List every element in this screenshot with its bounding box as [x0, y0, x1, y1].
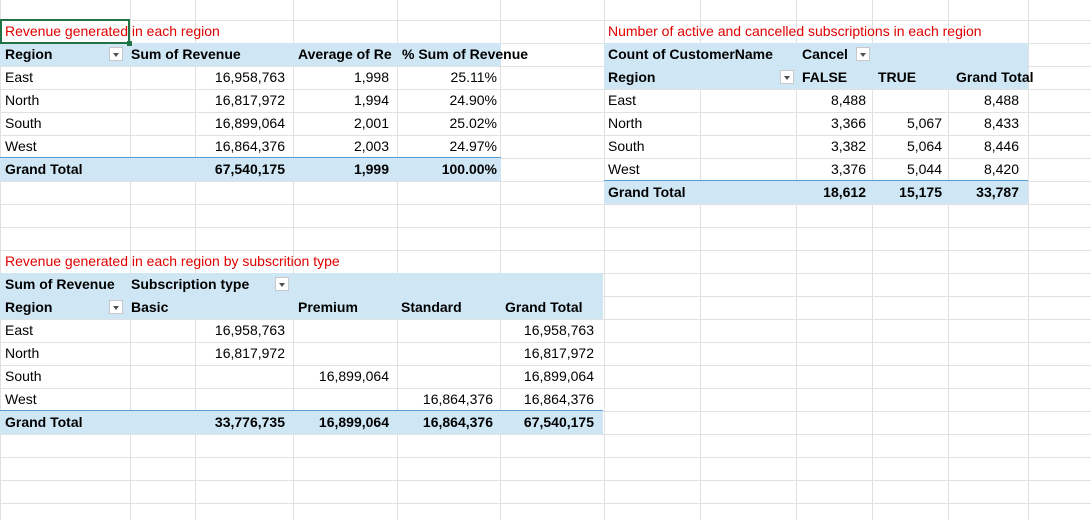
pivot3-header-region[interactable]: Region	[5, 299, 53, 315]
chevron-down-icon[interactable]	[109, 47, 123, 61]
pivot2-row-label[interactable]: South	[608, 138, 645, 154]
pivot2-cell[interactable]: 5,067	[906, 115, 942, 131]
pivot3-grand-total-label[interactable]: Grand Total	[5, 414, 83, 430]
active-cell-selection	[0, 19, 130, 44]
pivot3-cell[interactable]: 16,817,972	[523, 345, 594, 361]
pivot2-title[interactable]: Number of active and cancelled subscript…	[608, 23, 982, 39]
pivot2-cell[interactable]	[866, 89, 942, 112]
pivot1-grand-total-label[interactable]: Grand Total	[5, 161, 83, 177]
pivot1-cell[interactable]: 25.11%	[450, 69, 497, 85]
pivot1-cell[interactable]: 16,864,376	[214, 138, 285, 154]
pivot1-cell[interactable]: 24.97%	[449, 138, 497, 154]
pivot2-row-label[interactable]: West	[608, 161, 640, 177]
pivot2-grand-total-cell[interactable]: 18,612	[823, 184, 866, 200]
pivot3-row-label[interactable]: South	[5, 368, 42, 384]
pivot1-cell[interactable]: 16,899,064	[214, 115, 285, 131]
pivot3-total-band	[0, 410, 603, 434]
pivot2-cell[interactable]: 5,044	[906, 161, 942, 177]
pivot3-cell[interactable]: 16,817,972	[214, 345, 285, 361]
pivot2-cell[interactable]: 3,382	[830, 138, 866, 154]
pivot1-header-band	[0, 43, 501, 66]
pivot2-value-label[interactable]: Count of CustomerName	[608, 46, 773, 62]
pivot2-column-field[interactable]: Cancel	[802, 46, 848, 62]
pivot3-cell[interactable]: 16,864,376	[523, 391, 594, 407]
pivot3-cell[interactable]: 16,864,376	[422, 391, 493, 407]
pivot3-grand-total-cell[interactable]: 67,540,175	[523, 414, 594, 430]
pivot1-header-percent[interactable]: % Sum of Revenue	[402, 46, 529, 62]
pivot1-grand-total-cell[interactable]: 67,540,175	[214, 161, 285, 177]
pivot3-value-label[interactable]: Sum of Revenue	[5, 276, 115, 292]
pivot1-header-region[interactable]: Region	[5, 46, 53, 62]
pivot3-column-field[interactable]: Subscription type	[131, 276, 250, 292]
pivot1-row-label[interactable]: West	[5, 138, 37, 154]
pivot2-cell[interactable]: 8,420	[983, 161, 1019, 177]
pivot1-cell[interactable]: 2,001	[353, 115, 389, 131]
pivot1-title[interactable]: Revenue generated in each region	[5, 23, 220, 39]
pivot3-grand-total-cell[interactable]: 16,864,376	[422, 414, 493, 430]
chevron-down-icon[interactable]	[856, 47, 870, 61]
pivot2-row-label[interactable]: North	[608, 115, 643, 131]
pivot1-grand-total-cell[interactable]: 1,999	[353, 161, 389, 177]
pivot1-grand-total-cell[interactable]: 100.00%	[441, 161, 497, 177]
pivot2-grand-total-cell[interactable]: 33,787	[976, 184, 1019, 200]
pivot3-row-label[interactable]: East	[5, 322, 34, 338]
pivot2-header-region[interactable]: Region	[608, 69, 656, 85]
pivot3-cell[interactable]	[397, 319, 493, 342]
pivot2-cell[interactable]: 8,433	[983, 115, 1019, 131]
pivot1-row-label[interactable]: South	[5, 115, 42, 131]
pivot3-cell[interactable]	[397, 342, 493, 365]
pivot3-header-band	[0, 273, 603, 319]
pivot2-total-band	[604, 180, 1028, 204]
pivot1-cell[interactable]: 24.90%	[449, 92, 497, 108]
pivot3-cell[interactable]	[397, 365, 493, 388]
pivot1-cell[interactable]: 2,003	[353, 138, 389, 154]
pivot1-header-average[interactable]: Average of Re	[298, 46, 392, 62]
pivot1-cell[interactable]: 16,958,763	[214, 69, 285, 85]
pivot1-total-band	[0, 157, 501, 181]
pivot2-header-false[interactable]: FALSE	[802, 69, 848, 85]
chevron-down-icon[interactable]	[109, 300, 123, 314]
chevron-down-icon[interactable]	[780, 70, 794, 84]
pivot1-cell[interactable]: 25.02%	[449, 115, 497, 131]
pivot3-cell[interactable]	[293, 388, 389, 411]
pivot3-header-standard[interactable]: Standard	[401, 299, 462, 315]
pivot3-title[interactable]: Revenue generated in each region by subs…	[5, 253, 340, 269]
pivot1-row-label[interactable]: East	[5, 69, 34, 85]
pivot3-header-premium[interactable]: Premium	[298, 299, 358, 315]
pivot2-cell[interactable]: 3,366	[830, 115, 866, 131]
pivot3-cell[interactable]: 16,958,763	[523, 322, 594, 338]
pivot3-cell[interactable]	[293, 342, 389, 365]
pivot2-cell[interactable]: 8,488	[983, 92, 1019, 108]
pivot2-header-true[interactable]: TRUE	[878, 69, 917, 85]
pivot3-cell[interactable]	[130, 388, 285, 411]
pivot3-cell[interactable]	[130, 365, 285, 388]
pivot2-header-band	[604, 43, 1028, 89]
pivot3-cell[interactable]: 16,958,763	[214, 322, 285, 338]
pivot3-header-grand-total[interactable]: Grand Total	[505, 299, 583, 315]
pivot3-header-basic[interactable]: Basic	[131, 299, 169, 315]
pivot1-cell[interactable]: 1,994	[353, 92, 389, 108]
pivot3-grand-total-cell[interactable]: 16,899,064	[318, 414, 389, 430]
pivot2-cell[interactable]: 8,488	[830, 92, 866, 108]
pivot2-grand-total-label[interactable]: Grand Total	[608, 184, 686, 200]
pivot3-grand-total-cell[interactable]: 33,776,735	[214, 414, 285, 430]
pivot3-row-label[interactable]: West	[5, 391, 37, 407]
fill-handle[interactable]	[127, 41, 132, 46]
pivot2-cell[interactable]: 5,064	[906, 138, 942, 154]
pivot2-grand-total-cell[interactable]: 15,175	[899, 184, 942, 200]
pivot2-cell[interactable]: 8,446	[983, 138, 1019, 154]
pivot3-cell[interactable]: 16,899,064	[318, 368, 389, 384]
pivot3-row-label[interactable]: North	[5, 345, 40, 361]
pivot3-cell[interactable]: 16,899,064	[523, 368, 594, 384]
pivot1-header-sum[interactable]: Sum of Revenue	[131, 46, 241, 62]
pivot2-row-label[interactable]: East	[608, 92, 637, 108]
pivot1-cell[interactable]: 16,817,972	[214, 92, 285, 108]
pivot1-row-label[interactable]: North	[5, 92, 40, 108]
pivot2-header-grand-total[interactable]: Grand Total	[956, 69, 1034, 85]
pivot2-cell[interactable]: 3,376	[830, 161, 866, 177]
chevron-down-icon[interactable]	[275, 277, 289, 291]
pivot1-cell[interactable]: 1,998	[353, 69, 389, 85]
pivot3-cell[interactable]	[293, 319, 389, 342]
